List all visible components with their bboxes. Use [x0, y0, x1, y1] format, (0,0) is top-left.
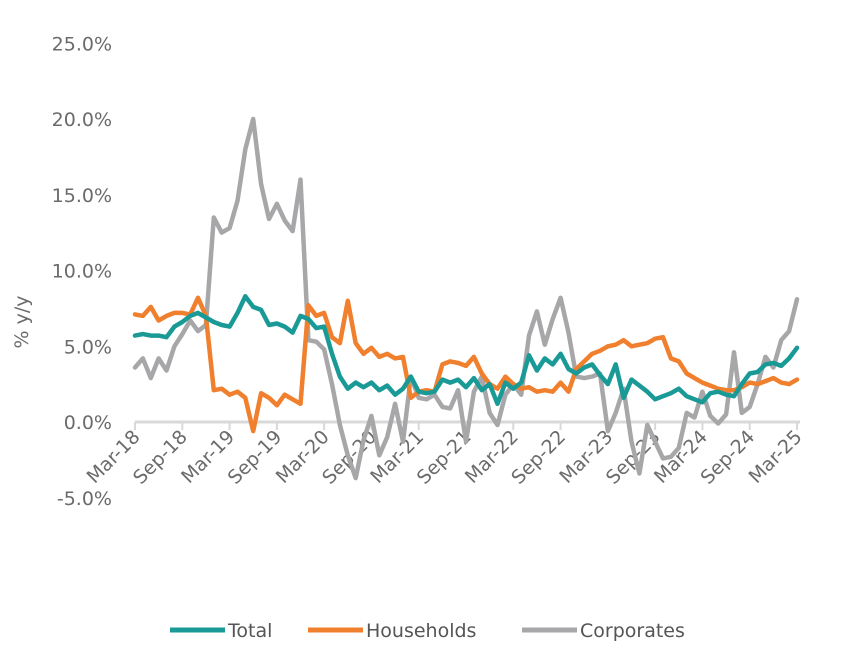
y-tick-label: -5.0%	[57, 488, 112, 510]
legend: Total Households Corporates	[170, 620, 685, 642]
legend-item-corporates: Corporates	[522, 620, 685, 642]
y-tick-label: 5.0%	[64, 336, 112, 358]
y-tick-label: 20.0%	[52, 109, 112, 131]
y-tick-label: 0.0%	[64, 412, 112, 434]
x-tick-label: Mar-25	[745, 426, 807, 488]
legend-item-households: Households	[308, 620, 476, 642]
x-tick-label: Sep-19	[224, 426, 287, 489]
x-tick-label: Sep-22	[507, 426, 570, 489]
legend-item-total: Total	[170, 620, 272, 642]
y-axis-title: % y/y	[11, 296, 33, 349]
x-tick-label: Sep-18	[129, 426, 192, 489]
legend-label: Households	[366, 620, 476, 642]
x-tick-label: Sep-24	[696, 426, 759, 489]
y-tick-label: 25.0%	[52, 33, 112, 55]
y-axis: -5.0% 0.0% 5.0% 10.0% 15.0% 20.0% 25.0%	[52, 33, 112, 510]
series-line-households	[132, 295, 800, 434]
legend-label: Total	[227, 620, 272, 642]
y-tick-label: 10.0%	[52, 261, 112, 283]
x-axis: Mar-18Sep-18Mar-19Sep-19Mar-20Sep-20Mar-…	[83, 422, 807, 489]
y-tick-label: 15.0%	[52, 185, 112, 207]
series-line-total	[132, 294, 800, 407]
series-lines	[132, 116, 800, 481]
legend-label: Corporates	[580, 620, 685, 642]
series-line-corporates	[132, 116, 800, 481]
